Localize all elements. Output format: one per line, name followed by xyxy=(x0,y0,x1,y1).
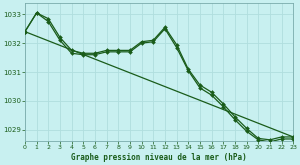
X-axis label: Graphe pression niveau de la mer (hPa): Graphe pression niveau de la mer (hPa) xyxy=(71,153,247,162)
